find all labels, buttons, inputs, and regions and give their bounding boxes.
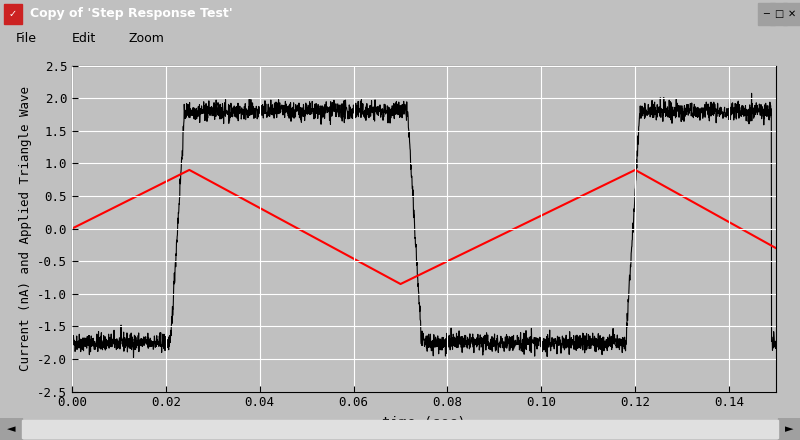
- Text: ─: ─: [763, 9, 770, 19]
- Bar: [22, 420, 778, 438]
- Bar: [758, 3, 775, 25]
- X-axis label: time (sec): time (sec): [382, 415, 466, 429]
- Bar: [783, 3, 800, 25]
- Text: □: □: [774, 9, 783, 19]
- Bar: [0, 418, 22, 440]
- Text: ✕: ✕: [788, 9, 796, 19]
- Text: Edit: Edit: [72, 32, 96, 44]
- Text: ◄: ◄: [7, 424, 15, 434]
- Bar: [770, 3, 787, 25]
- Text: Zoom: Zoom: [128, 32, 164, 44]
- Bar: [778, 418, 800, 440]
- Text: File: File: [16, 32, 37, 44]
- Text: Copy of 'Step Response Test': Copy of 'Step Response Test': [30, 7, 233, 21]
- Text: ✓: ✓: [9, 9, 17, 19]
- Y-axis label: Current (nA) and Applied Triangle Wave: Current (nA) and Applied Triangle Wave: [18, 86, 31, 371]
- Text: ►: ►: [785, 424, 793, 434]
- Bar: [4, 4, 22, 24]
